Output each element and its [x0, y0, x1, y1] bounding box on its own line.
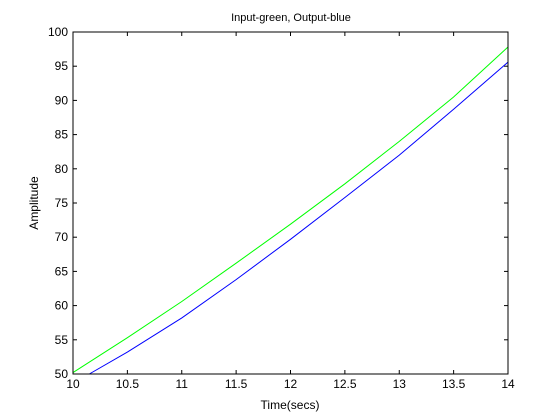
x-tick-label: 11.5: [225, 377, 248, 391]
y-tick-label: 70: [55, 230, 69, 244]
x-tick-label: 10.5: [116, 377, 140, 391]
plot-area: [73, 32, 508, 374]
y-tick-label: 60: [55, 299, 69, 313]
x-tick-label: 13.5: [442, 377, 466, 391]
series-line-input: [72, 46, 509, 374]
ticks: 10 10.5 11 11.5 12 12.5 13 13.5 14 50 55 60 65 70 75 80…: [48, 25, 515, 391]
x-tick-label: 11: [176, 377, 189, 391]
x-tick-label: 12: [284, 377, 298, 391]
y-axis-label: Amplitude: [27, 176, 41, 230]
x-tick-label: 14: [501, 377, 515, 391]
y-tick-label: 65: [55, 264, 69, 278]
y-tick-label: 80: [55, 162, 69, 176]
x-tick-label: 13: [393, 377, 407, 391]
y-tick-label: 95: [55, 59, 69, 73]
plot-frame: [72, 31, 509, 375]
y-tick-label: 75: [55, 196, 69, 210]
x-tick-label: 10: [66, 377, 80, 391]
y-tick-label: 55: [55, 333, 69, 347]
x-tick-label: 12.5: [333, 377, 357, 391]
x-axis-label: Time(secs): [261, 398, 320, 412]
series: [72, 46, 509, 375]
y-tick-label: 100: [48, 25, 68, 39]
y-tick-label: 85: [55, 128, 69, 142]
y-tick-label: 50: [55, 367, 69, 381]
y-tick-label: 90: [55, 93, 69, 107]
chart-title: Input-green, Output-blue: [231, 12, 351, 24]
series-line-output: [89, 61, 509, 375]
